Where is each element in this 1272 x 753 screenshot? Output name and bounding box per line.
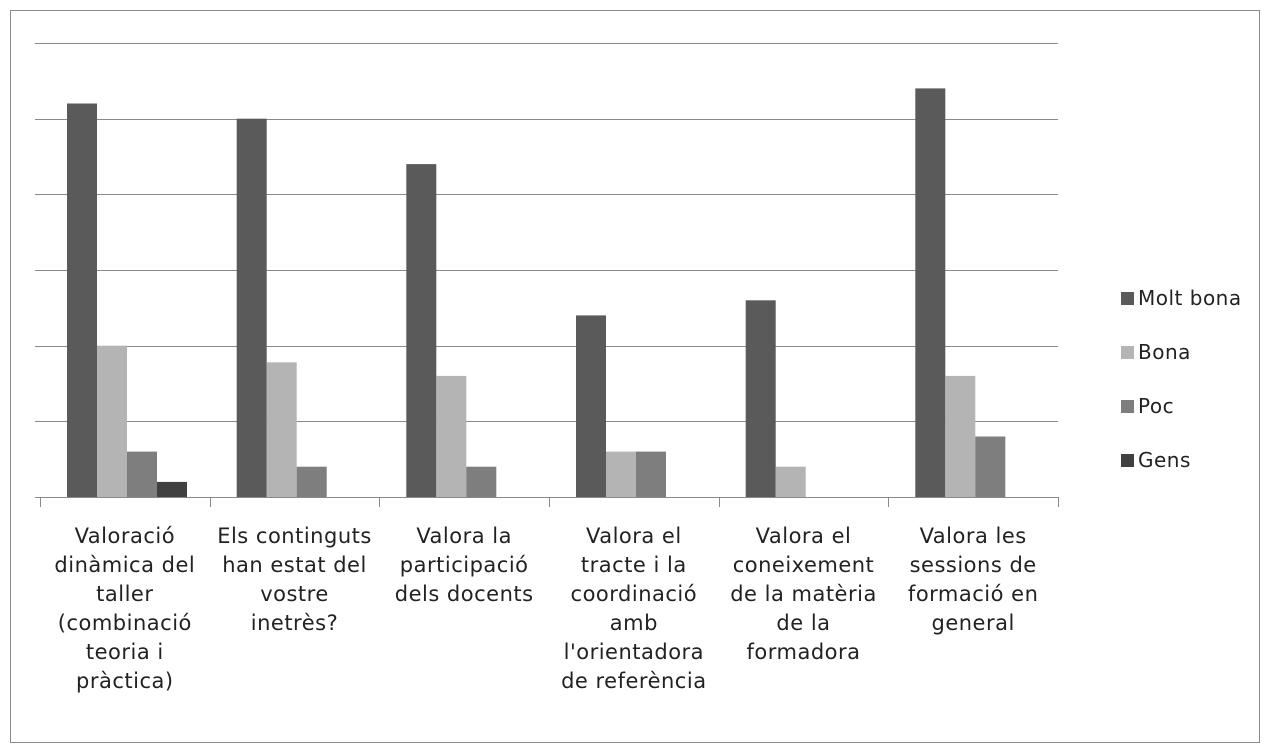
category-label: Valoració dinàmica del taller (combinaci… bbox=[54, 524, 196, 693]
bar bbox=[466, 466, 497, 497]
bar bbox=[266, 362, 297, 497]
category-label: Els continguts han estat del vostre inet… bbox=[217, 524, 372, 635]
bar bbox=[296, 466, 327, 497]
chart-frame bbox=[10, 10, 1260, 743]
legend-swatch bbox=[1121, 453, 1134, 467]
bar bbox=[97, 345, 127, 497]
legend-label: Bona bbox=[1138, 340, 1191, 364]
legend-item: Bona bbox=[1121, 338, 1242, 366]
legend-label: Poc bbox=[1138, 394, 1175, 418]
category-label: Valora el coneixement de la matèria de l… bbox=[730, 524, 877, 664]
category-label: Valora les sessions de formació en gener… bbox=[907, 524, 1039, 635]
legend-swatch bbox=[1121, 291, 1134, 305]
legend-swatch bbox=[1121, 399, 1134, 413]
bar bbox=[157, 481, 187, 497]
bar bbox=[606, 451, 636, 497]
bar bbox=[67, 103, 97, 497]
category-label: Valora el tracte i la coordinació amb l'… bbox=[561, 524, 707, 693]
legend-item: Molt bona bbox=[1121, 284, 1242, 312]
legend-swatch bbox=[1121, 345, 1134, 359]
bar bbox=[406, 164, 437, 497]
bar bbox=[236, 118, 267, 497]
bar bbox=[975, 436, 1006, 497]
bar bbox=[127, 451, 157, 497]
bar bbox=[636, 451, 666, 497]
bar bbox=[745, 300, 776, 497]
bar bbox=[775, 466, 806, 497]
legend: Molt bona Bona Poc Gens bbox=[1121, 284, 1242, 500]
legend-item: Gens bbox=[1121, 446, 1242, 474]
bar bbox=[945, 375, 976, 497]
bar bbox=[576, 315, 606, 497]
legend-item: Poc bbox=[1121, 392, 1242, 420]
legend-label: Gens bbox=[1138, 448, 1191, 472]
bar bbox=[915, 88, 946, 498]
legend-label: Molt bona bbox=[1138, 286, 1242, 310]
bar bbox=[436, 375, 467, 497]
category-label: Valora la participació dels docents bbox=[394, 524, 534, 606]
